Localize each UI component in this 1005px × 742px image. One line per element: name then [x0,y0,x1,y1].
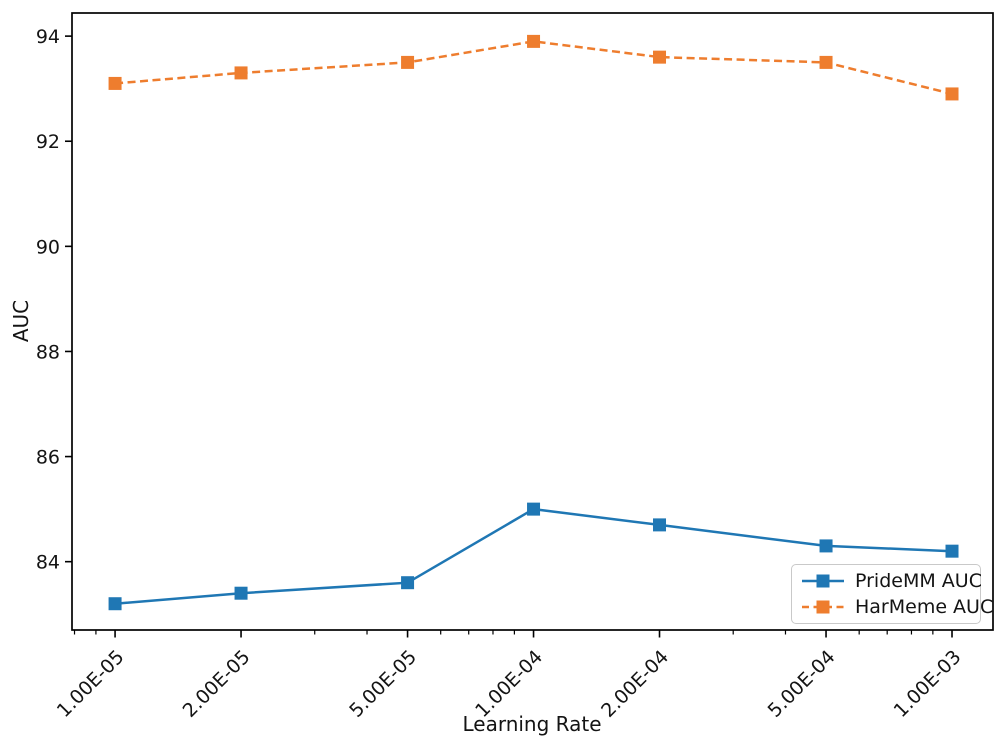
square-marker [527,34,541,48]
x-tick-label: 1.00E-03 [890,646,966,722]
y-tick-label: 86 [36,447,60,469]
legend: PrideMM AUC HarMeme AUC [791,564,993,624]
legend-label-pridemm-auc: PrideMM AUC [855,570,982,592]
square-marker [945,544,959,558]
y-tick-label: 92 [36,131,60,153]
solid-line-square-marker-icon [802,574,844,588]
square-marker [108,76,122,90]
square-marker [234,66,248,80]
series-harmeme-auc [108,34,959,101]
x-tick-label: 1.00E-04 [471,646,547,722]
x-tick-label: 5.00E-05 [345,646,421,722]
x-axis: 1.00E-05 2.00E-05 5.00E-05 1.00E-04 2.00E-04… [53,630,966,722]
square-marker [234,586,248,600]
legend-item-pridemm-auc: PrideMM AUC [800,568,982,594]
x-axis-title: Learning Rate [462,712,602,736]
y-tick-label: 84 [36,552,60,574]
y-tick-label: 88 [36,341,60,363]
y-tick-label: 94 [36,26,60,48]
plot-frame [71,12,994,631]
x-tick-label: 2.00E-04 [597,646,673,722]
x-tick-label: 2.00E-05 [179,646,255,722]
legend-label-harmeme-auc: HarMeme AUC [855,596,994,618]
y-axis: 84 86 88 90 92 94 [36,26,72,574]
legend-item-harmeme-auc: HarMeme AUC [800,594,993,620]
series-pridemm-auc [108,502,959,611]
square-marker [401,576,415,590]
square-marker [401,55,415,69]
dashed-line-square-marker-icon [802,600,844,614]
square-marker [945,87,959,101]
x-tick-label: 5.00E-04 [764,646,840,722]
square-marker [653,50,667,64]
x-tick-label: 1.00E-05 [53,646,129,722]
square-marker [819,539,833,553]
square-marker [653,518,667,532]
y-tick-label: 90 [36,236,60,258]
square-marker [819,55,833,69]
square-marker [108,597,122,611]
y-axis-title: AUC [9,299,33,343]
square-marker [527,502,541,516]
